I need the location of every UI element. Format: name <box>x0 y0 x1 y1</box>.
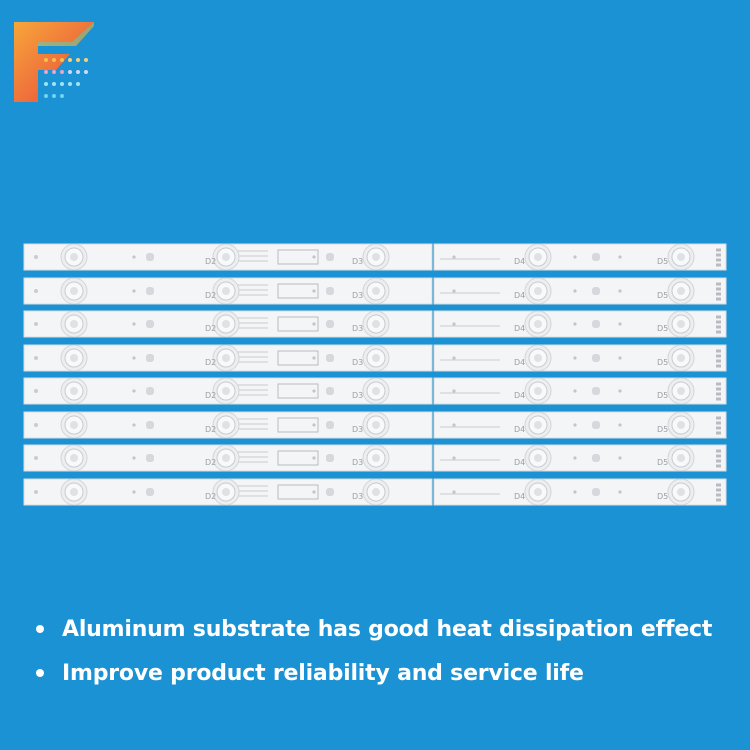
f-logo-icon <box>14 22 94 102</box>
led-lens <box>362 310 390 338</box>
led-designator-label: D4 <box>514 391 525 400</box>
led-lens <box>212 344 240 371</box>
led-designator-label: D4 <box>514 358 525 367</box>
led-designator-label: D5 <box>657 458 668 467</box>
led-lens <box>60 310 88 338</box>
led-lens <box>667 310 695 338</box>
brand-logo <box>12 20 98 104</box>
led-lens <box>667 344 695 371</box>
led-designator-label: D2 <box>205 391 216 400</box>
feature-item: Improve product reliability and service … <box>36 651 712 695</box>
led-designator-label: D5 <box>657 257 668 266</box>
led-designator-label: D2 <box>205 458 216 467</box>
led-lens <box>60 344 88 371</box>
led-strip: D2 D3 D4 D5 <box>22 477 728 507</box>
led-lens <box>60 411 88 438</box>
led-lens <box>362 478 390 505</box>
led-lens <box>60 243 88 271</box>
led-designator-label: D5 <box>657 425 668 434</box>
led-designator-label: D2 <box>205 492 216 501</box>
led-designator-label: D2 <box>205 257 216 266</box>
led-strip: D2 D3 D4 D5 <box>22 276 728 306</box>
led-designator-label: D4 <box>514 458 525 467</box>
led-designator-label: D4 <box>514 324 525 333</box>
led-designator-label: D5 <box>657 324 668 333</box>
led-lens <box>362 344 390 371</box>
led-designator-label: D3 <box>352 391 363 400</box>
led-lens <box>524 344 552 371</box>
led-designator-label: D2 <box>205 291 216 300</box>
led-designator-label: D5 <box>657 358 668 367</box>
led-designator-label: D2 <box>205 358 216 367</box>
led-lens <box>667 377 695 405</box>
led-lens <box>524 310 552 338</box>
led-strip: D2 D3 D4 D5 <box>22 309 728 339</box>
led-designator-label: D3 <box>352 291 363 300</box>
led-lens <box>667 243 695 271</box>
led-strip: D2 D3 D4 D5 <box>22 343 728 373</box>
led-designator-label: D5 <box>657 492 668 501</box>
led-lens <box>362 411 390 438</box>
led-lens <box>524 444 552 472</box>
led-designator-label: D3 <box>352 358 363 367</box>
led-designator-label: D4 <box>514 492 525 501</box>
led-designator-label: D3 <box>352 257 363 266</box>
led-lens <box>60 377 88 405</box>
led-lens <box>362 377 390 405</box>
led-lens <box>667 277 695 304</box>
led-lens <box>524 243 552 271</box>
feature-text: Improve product reliability and service … <box>62 660 584 686</box>
led-strip: D2 D3 D4 D5 <box>22 242 728 272</box>
led-designator-label: D2 <box>205 425 216 434</box>
led-lens <box>362 444 390 472</box>
led-strip: D2 D3 D4 D5 <box>22 410 728 440</box>
led-lens <box>212 411 240 438</box>
led-lens <box>524 377 552 405</box>
led-strip: D2 D3 D4 D5 <box>22 443 728 473</box>
led-lens <box>524 277 552 304</box>
led-lens <box>524 478 552 505</box>
led-designator-label: D3 <box>352 425 363 434</box>
led-designator-label: D5 <box>657 391 668 400</box>
led-lens <box>212 310 240 338</box>
bullet-icon <box>36 669 44 677</box>
led-lens <box>60 444 88 472</box>
led-lens <box>524 411 552 438</box>
led-designator-label: D3 <box>352 458 363 467</box>
led-lens <box>212 377 240 405</box>
led-strip: D2 D3 D4 D5 <box>22 376 728 406</box>
bullet-icon <box>36 625 44 633</box>
led-designator-label: D5 <box>657 291 668 300</box>
led-lens <box>362 277 390 304</box>
led-designator-label: D4 <box>514 257 525 266</box>
feature-item: Aluminum substrate has good heat dissipa… <box>36 607 712 651</box>
led-designator-label: D4 <box>514 291 525 300</box>
led-lens <box>667 478 695 505</box>
led-lens <box>362 243 390 271</box>
led-lens <box>60 478 88 505</box>
feature-list: Aluminum substrate has good heat dissipa… <box>36 607 712 695</box>
led-designator-label: D4 <box>514 425 525 434</box>
led-lens <box>667 411 695 438</box>
led-strips-image: D2 D3 D4 D5 D2 D3 D4 D5 D2 D3 D4 D5 D2 D3 D4 D5 D2 D3 D4 D5… <box>0 236 750 516</box>
led-lens <box>212 478 240 505</box>
led-lens <box>667 444 695 472</box>
led-lens <box>60 277 88 304</box>
led-lens <box>212 277 240 304</box>
led-lens <box>212 444 240 472</box>
feature-text: Aluminum substrate has good heat dissipa… <box>62 616 713 642</box>
led-designator-label: D2 <box>205 324 216 333</box>
led-designator-label: D3 <box>352 324 363 333</box>
led-lens <box>212 243 240 271</box>
led-designator-label: D3 <box>352 492 363 501</box>
